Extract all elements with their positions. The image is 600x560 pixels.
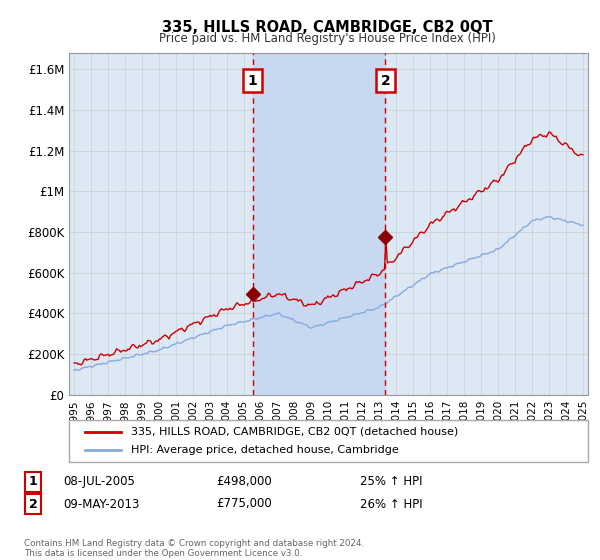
Text: £775,000: £775,000 (216, 497, 272, 511)
Text: 1: 1 (29, 475, 37, 488)
Text: 335, HILLS ROAD, CAMBRIDGE, CB2 0QT (detached house): 335, HILLS ROAD, CAMBRIDGE, CB2 0QT (det… (131, 427, 458, 437)
FancyBboxPatch shape (69, 420, 588, 462)
Text: 1: 1 (248, 73, 257, 87)
Text: 08-JUL-2005: 08-JUL-2005 (63, 475, 135, 488)
Text: 2: 2 (380, 73, 391, 87)
Text: Price paid vs. HM Land Registry's House Price Index (HPI): Price paid vs. HM Land Registry's House … (158, 32, 496, 45)
Text: £498,000: £498,000 (216, 475, 272, 488)
Text: 2: 2 (29, 497, 37, 511)
Text: 09-MAY-2013: 09-MAY-2013 (63, 497, 139, 511)
Text: HPI: Average price, detached house, Cambridge: HPI: Average price, detached house, Camb… (131, 445, 399, 455)
Text: 26% ↑ HPI: 26% ↑ HPI (360, 497, 422, 511)
Bar (253, 53, 385, 395)
Text: Contains HM Land Registry data © Crown copyright and database right 2024.
This d: Contains HM Land Registry data © Crown c… (24, 539, 364, 558)
Text: 335, HILLS ROAD, CAMBRIDGE, CB2 0QT: 335, HILLS ROAD, CAMBRIDGE, CB2 0QT (161, 20, 493, 35)
Text: 25% ↑ HPI: 25% ↑ HPI (360, 475, 422, 488)
